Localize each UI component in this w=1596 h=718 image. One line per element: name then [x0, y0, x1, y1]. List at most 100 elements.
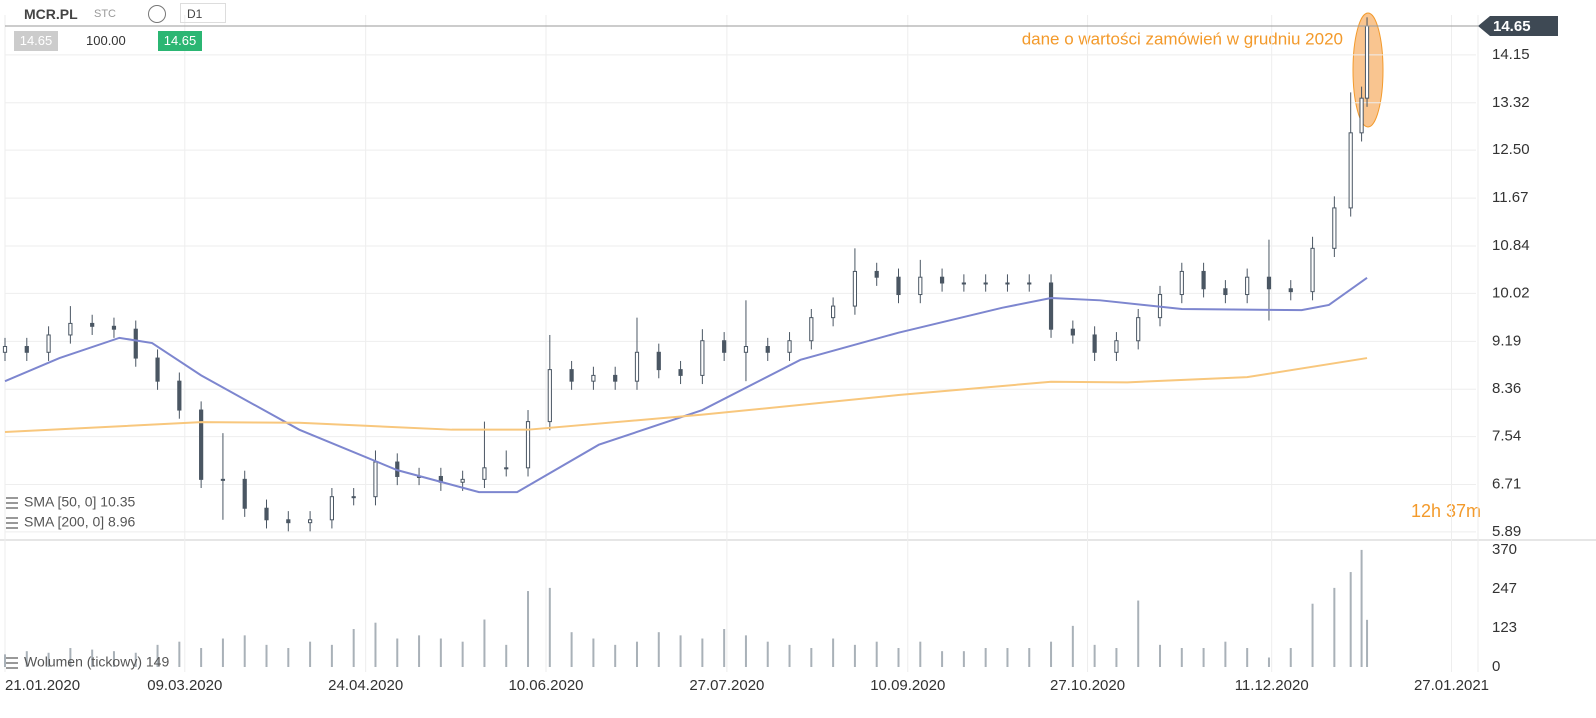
- volume-bar: [592, 638, 595, 667]
- volume-bar: [1349, 572, 1352, 667]
- candle-body: [809, 317, 814, 342]
- candle-body: [983, 282, 988, 285]
- candle-body: [24, 346, 29, 353]
- volume-bar: [1071, 625, 1074, 667]
- x-tick-label: 10.06.2020: [508, 677, 583, 694]
- candle-body: [264, 507, 269, 521]
- candle-body: [852, 270, 858, 307]
- y-tick-label: 11.67: [1492, 189, 1528, 206]
- candle-body: [111, 325, 117, 330]
- x-tick-label: 27.10.2020: [1050, 677, 1125, 694]
- x-tick-label: 11.12.2020: [1235, 677, 1309, 694]
- y-tick-label: 123: [1492, 619, 1517, 636]
- volume-bar: [1180, 648, 1183, 667]
- sma-line: [4, 357, 1368, 433]
- y-tick-label: 7.54: [1492, 428, 1521, 445]
- volume-bar: [1289, 648, 1292, 667]
- y-tick-label: 10.84: [1492, 237, 1530, 254]
- volume-bar: [287, 648, 290, 667]
- volume-bar: [461, 641, 464, 667]
- candle-body: [700, 340, 705, 376]
- x-tick-label: 24.04.2020: [328, 677, 403, 694]
- symbol[interactable]: MCR.PL: [24, 6, 78, 22]
- candle-body: [1332, 207, 1337, 249]
- volume-bar: [483, 619, 486, 667]
- candle-body: [1288, 288, 1293, 293]
- candle-body: [1179, 270, 1184, 296]
- volume-bar: [744, 635, 747, 667]
- volume-bar: [527, 591, 530, 667]
- volume-bar: [1028, 648, 1031, 667]
- volume-bar: [1006, 648, 1009, 667]
- y-tick-label: 370: [1492, 541, 1517, 558]
- candle-body: [2, 346, 8, 353]
- x-tick-label: 21.01.2020: [5, 677, 80, 694]
- last-price-box: [1478, 15, 1558, 36]
- volume-bar: [4, 654, 6, 667]
- volume-bar: [810, 648, 813, 667]
- volume-bar: [679, 635, 682, 667]
- volume-bar: [919, 641, 922, 667]
- volume-bar: [265, 644, 268, 667]
- legend-icon: [6, 657, 18, 669]
- candle-body: [896, 276, 901, 296]
- y-tick-label: 247: [1492, 580, 1517, 597]
- volume-bar: [875, 641, 878, 667]
- volume-bar: [352, 629, 355, 667]
- volume-bar: [1366, 619, 1369, 667]
- volume-bar: [570, 632, 573, 667]
- candle-body: [1070, 328, 1075, 336]
- candle-body: [591, 374, 596, 382]
- volume-bar: [47, 652, 50, 667]
- volume-bar: [134, 652, 137, 667]
- candle-body: [547, 369, 552, 423]
- candle-body: [220, 478, 226, 481]
- legend-entry: SMA [50, 0] 10.35: [24, 494, 136, 510]
- volume-bar: [723, 629, 726, 667]
- volume-bar: [396, 638, 399, 667]
- candle-body: [1114, 340, 1119, 353]
- candle-body: [155, 357, 160, 382]
- legend-icon: [6, 497, 18, 509]
- volume-bar: [701, 638, 704, 667]
- timeframe[interactable]: D1: [180, 3, 226, 23]
- candle-body: [961, 282, 966, 285]
- candle-body: [351, 496, 356, 499]
- countdown: 12h 37m: [1411, 501, 1481, 521]
- legend-entry: Wolumen (tickowy) 149: [24, 654, 169, 670]
- y-tick-label: 6.71: [1492, 476, 1521, 493]
- ask[interactable]: 14.65: [158, 31, 202, 51]
- volume-bar: [1050, 641, 1053, 667]
- candle-body: [329, 496, 334, 521]
- info-icon[interactable]: [148, 5, 166, 23]
- candle-body: [1266, 276, 1272, 290]
- volume-bar: [657, 632, 660, 667]
- candle-body: [918, 276, 923, 296]
- candle-body: [678, 369, 683, 376]
- x-tick-label: 10.09.2020: [870, 677, 945, 694]
- volume-bar: [1137, 600, 1140, 667]
- volume-bar: [418, 635, 421, 667]
- bid[interactable]: 14.65: [14, 31, 58, 51]
- y-tick-label: 10.02: [1492, 284, 1530, 301]
- y-tick-label: 8.36: [1492, 380, 1521, 397]
- volume-bar: [374, 622, 377, 667]
- volume-bar: [1224, 641, 1227, 667]
- y-tick-label: 12.50: [1492, 141, 1530, 158]
- candle-body: [831, 305, 836, 319]
- candle-body: [765, 346, 770, 353]
- volume-bar: [1360, 549, 1363, 667]
- last-price-label: 14.65: [1493, 18, 1531, 35]
- candle-body: [1223, 288, 1228, 296]
- market[interactable]: STC: [94, 8, 116, 20]
- candle-body: [177, 380, 182, 411]
- lot[interactable]: 100.00: [86, 33, 126, 48]
- candle-body: [133, 328, 138, 359]
- legend-icon: [6, 517, 18, 529]
- candle-body: [460, 478, 465, 483]
- volume-bar: [853, 644, 856, 667]
- volume-bar: [243, 635, 246, 667]
- candle-body: [307, 519, 313, 524]
- candle-body: [242, 478, 247, 509]
